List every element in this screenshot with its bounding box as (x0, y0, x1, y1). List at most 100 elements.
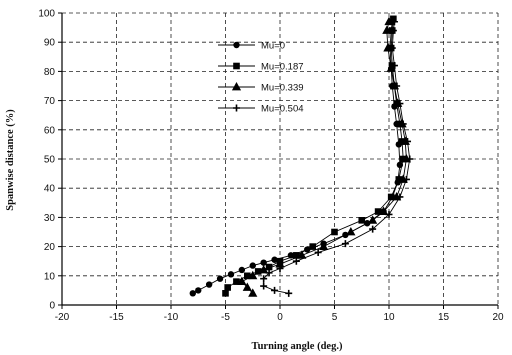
data-point (265, 263, 273, 271)
series-line (225, 18, 404, 294)
legend-marker (233, 104, 240, 112)
legend-entry: Mu=0.187 (218, 62, 304, 73)
series-1 (222, 15, 407, 297)
data-point (271, 256, 278, 263)
series-2 (237, 16, 412, 297)
data-point (314, 248, 322, 256)
legend-entry: Mu=0.339 (218, 82, 304, 94)
y-tick-label: 50 (44, 155, 56, 166)
data-point (387, 193, 395, 201)
data-point (238, 266, 246, 274)
y-tick-label: 40 (44, 184, 56, 195)
data-point (406, 155, 414, 163)
data-point (385, 210, 393, 218)
data-point (216, 275, 224, 282)
data-point (374, 208, 382, 215)
data-point (242, 282, 252, 291)
data-point (378, 206, 389, 215)
data-point (382, 25, 392, 34)
x-tick-label: -10 (164, 312, 179, 323)
data-point (398, 138, 406, 145)
data-point (369, 225, 377, 233)
y-axis-label: Spanwise distance (%) (5, 109, 16, 211)
legend: Mu=0 Mu=0.187 Mu=0.339 Mu=0.504 (218, 41, 304, 115)
data-point (260, 275, 268, 283)
data-point (244, 272, 251, 280)
series-line (263, 21, 411, 294)
y-tick-label: 80 (44, 67, 56, 78)
series-3 (260, 18, 414, 297)
axes: -20 -15 -10 -5 0 5 10 15 20 0 10 20 30 40 50 60 70 80 90 10… (38, 9, 504, 324)
data-point (390, 18, 398, 26)
data-point (292, 257, 300, 265)
data-point (393, 82, 401, 90)
data-point (205, 281, 213, 288)
legend-entry: Mu=0 (218, 41, 285, 52)
x-tick-label: 0 (277, 312, 283, 323)
data-point (259, 264, 269, 274)
data-point (346, 227, 356, 236)
y-tick-label: 70 (44, 96, 56, 107)
data-point (260, 282, 268, 290)
x-tick-label: 20 (492, 312, 504, 323)
x-tick-label: 10 (383, 312, 395, 323)
data-point (189, 290, 196, 297)
grid (62, 12, 499, 305)
data-point (358, 217, 366, 224)
x-axis-label: Turning angle (deg.) (252, 341, 343, 352)
data-point (331, 228, 338, 236)
data-point (389, 27, 397, 35)
y-tick-label: 0 (49, 301, 55, 312)
y-tick-label: 60 (44, 125, 56, 136)
data-point (254, 268, 262, 275)
data-point (248, 288, 258, 297)
data-point (341, 240, 349, 248)
x-tick-label: 5 (332, 312, 338, 323)
legend-label: Mu=0.339 (261, 83, 304, 94)
data-point (386, 63, 396, 72)
legend-marker (233, 62, 240, 70)
data-point (383, 43, 393, 52)
legend-entry: Mu=0.504 (218, 104, 304, 115)
data-point (390, 15, 397, 23)
data-point (390, 62, 398, 70)
legend-label: Mu=0 (261, 41, 285, 52)
data-point (388, 44, 396, 52)
data-point (275, 259, 285, 268)
y-tick-label: 100 (38, 9, 55, 20)
data-point (319, 241, 329, 250)
data-point (309, 243, 316, 250)
data-point (384, 16, 394, 26)
data-point (237, 276, 247, 286)
data-point (399, 120, 407, 128)
data-point (396, 193, 404, 201)
legend-marker (233, 41, 240, 49)
data-point (368, 215, 378, 224)
data-point (265, 269, 273, 277)
data-point (248, 270, 258, 280)
data-point (260, 259, 267, 266)
data-point (227, 271, 235, 278)
data-point (402, 175, 410, 183)
legend-label: Mu=0.187 (261, 62, 304, 73)
data-point (297, 250, 307, 259)
data-point (224, 284, 231, 291)
y-tick-label: 10 (44, 271, 56, 282)
x-tick-label: -5 (221, 312, 230, 323)
data-point (271, 286, 279, 294)
series-line (241, 21, 407, 294)
y-tick-label: 20 (44, 242, 56, 253)
y-tick-label: 90 (44, 38, 56, 49)
data-point (285, 289, 293, 297)
legend-label: Mu=0.504 (261, 104, 304, 115)
data-point (222, 290, 229, 297)
x-tick-label: -20 (55, 312, 70, 323)
legend-marker (231, 82, 242, 91)
data-point (395, 176, 403, 183)
data-point (404, 137, 412, 145)
data-point (399, 155, 407, 163)
data-point (276, 265, 284, 272)
data-point (233, 278, 240, 285)
data-point (249, 262, 256, 269)
data-point (195, 287, 202, 294)
